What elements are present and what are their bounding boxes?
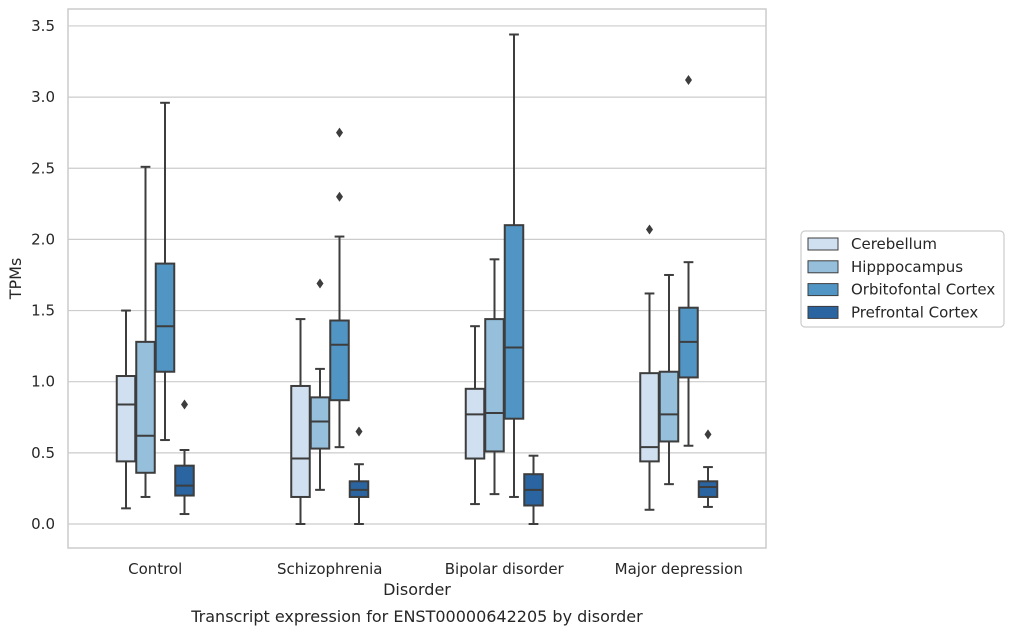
legend-frame [800,230,1005,328]
x-tick-label: Control [128,560,182,578]
box-iqr [503,224,525,420]
legend-swatch [807,283,839,297]
box-iqr [658,370,680,443]
box-prefrontal-cortex [348,426,370,525]
box-iqr [135,340,156,474]
x-tick-label: Bipolar disorder [445,560,565,578]
box-orbitofontal-cortex [329,127,350,449]
box-hipppocampus [309,278,331,491]
box-series-group [115,33,719,525]
legend-swatch [807,305,839,319]
x-tick-label: Major depression [615,560,743,578]
box-prefrontal-cortex [697,429,719,508]
outlier-point [704,429,712,440]
plot-frame [67,8,767,549]
y-tick-label: 3.5 [31,17,55,35]
legend-swatch [807,260,839,274]
chart-caption: Transcript expression for ENST0000064220… [190,607,643,626]
outlier-point [685,75,692,86]
y-tick-label: 1.5 [31,302,55,320]
y-tick-label: 3.0 [31,88,55,106]
box-iqr [484,318,505,453]
box-prefrontal-cortex [523,454,544,525]
y-tick-labels: 0.0 0.5 1.0 1.5 2.0 2.5 3.0 3.5 [31,17,55,533]
legend-label: Prefrontal Cortex [851,303,978,321]
box-cerebellum [464,325,486,506]
legend-label: Hipppocampus [851,258,963,276]
box-cerebellum [290,318,311,525]
legend-label: Orbitofontal Cortex [851,281,995,299]
box-iqr [697,480,719,498]
box-cerebellum [115,309,137,510]
box-iqr [309,396,331,450]
box-orbitofontal-cortex [678,75,699,447]
legend-swatch [807,237,839,251]
outlier-point [646,224,653,235]
box-hipppocampus [658,273,680,486]
box-iqr [290,384,311,498]
outlier-point [336,127,343,138]
box-hipppocampus [484,258,505,496]
box-orbitofontal-cortex [154,101,176,442]
outlier-point [316,278,324,289]
x-axis-label: Disorder [383,580,451,599]
box-cerebellum [639,224,660,511]
box-iqr [464,387,486,460]
y-tick-label: 2.5 [31,159,55,177]
y-axis-label: TPMs [6,258,25,301]
box-orbitofontal-cortex [503,33,525,498]
legend-label: Cerebellum [851,235,937,253]
outlier-point [355,426,363,437]
x-tick-labels: Control Schizophrenia Bipolar disorder Majo… [128,560,743,578]
y-tick-label: 0.0 [31,515,55,533]
legend: Cerebellum Hipppocampus Orbitofontal Corte… [800,230,1005,328]
box-iqr [154,262,176,373]
box-hipppocampus [135,165,156,498]
box-iqr [174,464,195,497]
outlier-point [336,191,343,202]
box-iqr [115,375,137,463]
x-tick-label: Schizophrenia [277,560,382,578]
y-tick-label: 1.0 [31,373,55,391]
outlier-point [181,399,188,410]
y-tick-label: 2.0 [31,230,55,248]
y-tick-label: 0.5 [31,444,55,462]
box-iqr [329,319,350,402]
box-prefrontal-cortex [174,399,195,516]
